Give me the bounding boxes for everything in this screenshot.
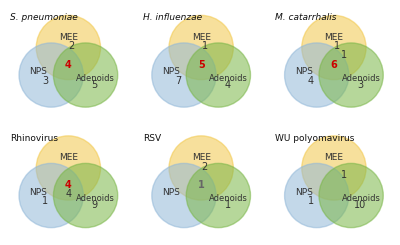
Text: 3: 3 (357, 80, 363, 90)
Text: NPS: NPS (162, 188, 180, 196)
Text: 2: 2 (69, 41, 75, 51)
Circle shape (186, 43, 250, 107)
Text: 4: 4 (224, 80, 230, 90)
Circle shape (186, 163, 250, 228)
Circle shape (302, 15, 366, 80)
Text: MEE: MEE (192, 33, 211, 42)
Text: 10: 10 (354, 200, 366, 210)
Text: Adenoids: Adenoids (76, 195, 115, 203)
Circle shape (36, 136, 100, 200)
Circle shape (284, 43, 349, 107)
Circle shape (319, 163, 383, 228)
Circle shape (54, 43, 118, 107)
Text: 1: 1 (341, 50, 347, 60)
Text: 4: 4 (65, 60, 72, 70)
Circle shape (152, 163, 216, 228)
Text: NPS: NPS (162, 67, 180, 76)
Text: NPS: NPS (295, 67, 313, 76)
Text: 2: 2 (202, 162, 208, 172)
Circle shape (169, 136, 233, 200)
Text: Rhinovirus: Rhinovirus (10, 134, 58, 143)
Text: 1: 1 (202, 41, 208, 51)
Text: 1: 1 (334, 41, 340, 51)
Text: M. catarrhalis: M. catarrhalis (276, 13, 337, 22)
Text: Adenoids: Adenoids (342, 195, 380, 203)
Circle shape (284, 163, 349, 228)
Text: 1: 1 (341, 171, 347, 180)
Circle shape (169, 15, 233, 80)
Text: MEE: MEE (324, 33, 344, 42)
Circle shape (54, 163, 118, 228)
Text: 3: 3 (42, 76, 48, 86)
Circle shape (319, 43, 383, 107)
Text: 7: 7 (175, 76, 181, 86)
Text: WU polyomavirus: WU polyomavirus (276, 134, 355, 143)
Text: S. pneumoniae: S. pneumoniae (10, 13, 78, 22)
Text: 1: 1 (224, 200, 230, 210)
Circle shape (36, 15, 100, 80)
Text: 4: 4 (65, 189, 72, 199)
Text: 5: 5 (198, 60, 204, 70)
Text: 4: 4 (308, 76, 314, 86)
Text: Adenoids: Adenoids (209, 195, 248, 203)
Text: 1: 1 (198, 180, 204, 190)
Text: RSV: RSV (143, 134, 161, 143)
Text: 9: 9 (92, 200, 98, 210)
Text: MEE: MEE (324, 153, 344, 162)
Circle shape (152, 43, 216, 107)
Text: Adenoids: Adenoids (342, 74, 380, 83)
Text: 5: 5 (92, 80, 98, 90)
Circle shape (19, 163, 83, 228)
Text: MEE: MEE (59, 153, 78, 162)
Text: Adenoids: Adenoids (209, 74, 248, 83)
Text: 6: 6 (330, 60, 337, 70)
Text: MEE: MEE (59, 33, 78, 42)
Circle shape (302, 136, 366, 200)
Circle shape (19, 43, 83, 107)
Text: NPS: NPS (30, 188, 48, 196)
Text: MEE: MEE (192, 153, 211, 162)
Text: 1: 1 (308, 196, 314, 206)
Text: 1: 1 (42, 196, 48, 206)
Text: 4: 4 (65, 180, 72, 190)
Text: NPS: NPS (30, 67, 48, 76)
Text: NPS: NPS (295, 188, 313, 196)
Text: H. influenzae: H. influenzae (143, 13, 202, 22)
Text: Adenoids: Adenoids (76, 74, 115, 83)
